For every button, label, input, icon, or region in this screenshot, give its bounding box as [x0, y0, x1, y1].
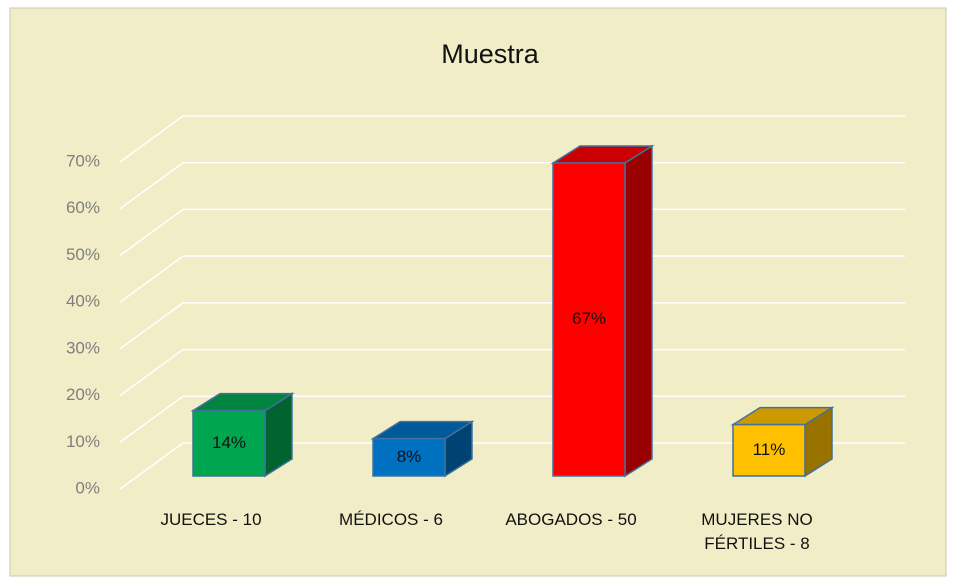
- bar: [732, 423, 806, 477]
- y-tick-label: 0%: [75, 478, 100, 497]
- bar-side: [624, 144, 653, 478]
- chart-area: [9, 7, 947, 577]
- grid-line: [119, 442, 184, 490]
- value-label: 11%: [753, 440, 786, 459]
- x-tick-label: JUECES - 10: [160, 510, 262, 529]
- value-label: 8%: [397, 447, 422, 466]
- grid-line: [119, 255, 184, 303]
- grid-line: [119, 162, 184, 210]
- y-tick-label: 10%: [66, 432, 100, 451]
- x-tick-label: ABOGADOS - 50: [505, 510, 637, 529]
- y-tick-label: 30%: [66, 338, 100, 357]
- y-tick-label: 60%: [66, 198, 100, 217]
- bar: [372, 437, 446, 477]
- grid-line: [119, 348, 184, 397]
- value-label: 67%: [572, 309, 606, 328]
- chart-title: Muestra: [441, 39, 540, 69]
- x-tick-label: MÉDICOS - 6: [339, 510, 443, 529]
- grid-line: [119, 395, 184, 443]
- grid-line: [119, 115, 184, 163]
- bar: [552, 162, 626, 477]
- y-tick-label: 50%: [66, 245, 100, 264]
- grid-line: [119, 208, 184, 257]
- bar: [192, 409, 266, 477]
- grid-line: [119, 302, 184, 350]
- x-tick-label: MUJERES NO FÉRTILES - 8: [701, 510, 813, 553]
- value-label: 14%: [212, 433, 246, 452]
- y-tick-label: 20%: [66, 385, 100, 404]
- y-tick-label: 40%: [66, 292, 100, 311]
- y-tick-label: 70%: [66, 151, 100, 170]
